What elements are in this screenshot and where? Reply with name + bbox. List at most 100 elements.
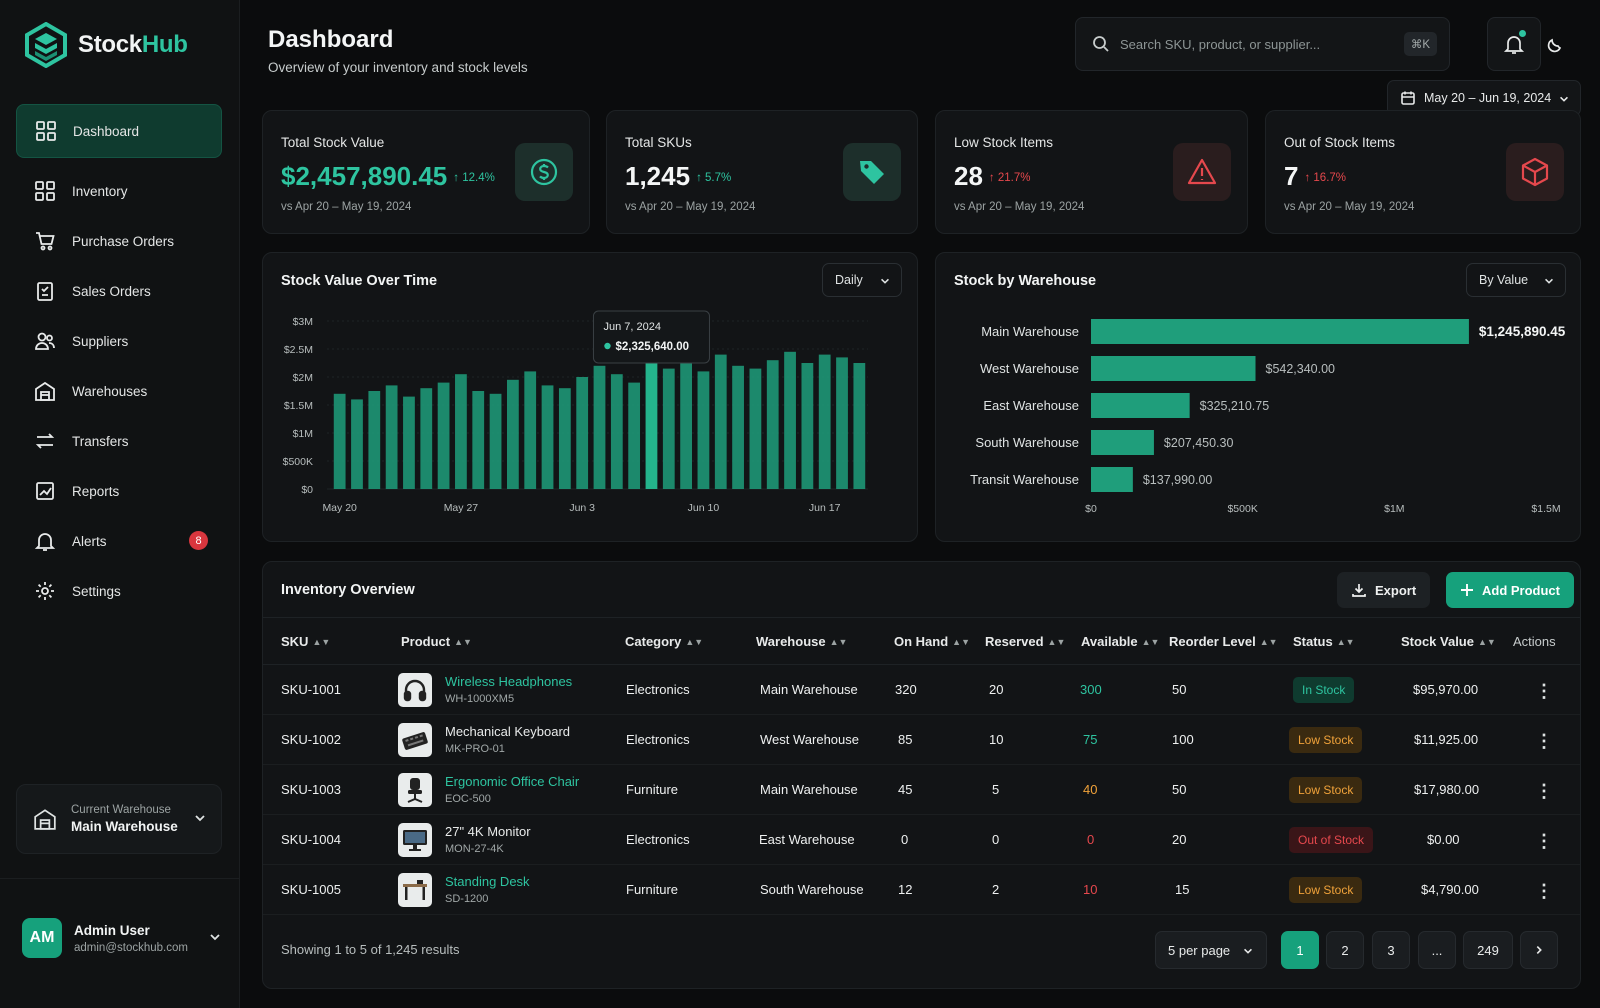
- search-box[interactable]: ⌘K: [1075, 17, 1450, 71]
- user-menu[interactable]: AM Admin User admin@stockhub.com: [22, 918, 222, 958]
- next-page-button[interactable]: [1520, 931, 1558, 969]
- col-reorder-level[interactable]: Reorder Level ▲▼: [1169, 634, 1278, 649]
- bar[interactable]: [1091, 356, 1256, 381]
- row-actions-button[interactable]: ⋮: [1535, 731, 1553, 751]
- product-name-link[interactable]: Standing Desk: [445, 874, 530, 889]
- sidebar-item-alerts[interactable]: Alerts 8: [16, 516, 222, 566]
- sidebar-item-suppliers[interactable]: Suppliers: [16, 316, 222, 366]
- row-actions-button[interactable]: ⋮: [1535, 831, 1553, 851]
- col-on-hand[interactable]: On Hand ▲▼: [894, 634, 970, 649]
- bar[interactable]: [628, 382, 641, 489]
- sidebar-divider: [0, 878, 240, 879]
- col-reserved[interactable]: Reserved ▲▼: [985, 634, 1065, 649]
- cell-category: Electronics: [626, 732, 690, 747]
- bar[interactable]: [576, 377, 589, 489]
- page-title: Dashboard: [268, 26, 394, 53]
- bar[interactable]: [610, 374, 623, 489]
- bar[interactable]: [836, 357, 848, 489]
- period-dropdown[interactable]: Daily: [822, 263, 902, 297]
- sidebar-item-transfers[interactable]: Transfers: [16, 416, 222, 466]
- bar[interactable]: [1091, 319, 1469, 344]
- product-name-link[interactable]: Mechanical Keyboard: [445, 724, 571, 739]
- bar[interactable]: [455, 374, 467, 489]
- sidebar-item-inventory[interactable]: Inventory: [16, 166, 222, 216]
- bar[interactable]: [662, 368, 675, 489]
- per-page-select[interactable]: 5 per page: [1155, 931, 1267, 969]
- bar[interactable]: [1091, 467, 1133, 492]
- product-name-link[interactable]: Ergonomic Office Chair: [445, 774, 580, 789]
- col-stock-value[interactable]: Stock Value ▲▼: [1401, 634, 1496, 649]
- bar[interactable]: [489, 393, 502, 489]
- col-category[interactable]: Category ▲▼: [625, 634, 703, 649]
- row-actions-button[interactable]: ⋮: [1535, 881, 1553, 901]
- bar[interactable]: [1091, 430, 1154, 455]
- logo[interactable]: StockHub: [24, 22, 188, 68]
- product-name-link[interactable]: 27" 4K Monitor: [445, 824, 531, 839]
- bar[interactable]: [368, 391, 381, 489]
- table-row[interactable]: SKU-1004 27" 4K Monitor MON-27-4K Electr…: [263, 815, 1580, 865]
- kpi-low-stock-items: Low Stock Items 28 ↑ 21.7% vs Apr 20 – Ma…: [935, 110, 1248, 234]
- bar[interactable]: [697, 371, 710, 489]
- bar[interactable]: [732, 365, 744, 489]
- page-button-3[interactable]: 3: [1372, 931, 1410, 969]
- col-available[interactable]: Available ▲▼: [1081, 634, 1159, 649]
- export-button[interactable]: Export: [1337, 572, 1431, 608]
- sidebar-item-sales-orders[interactable]: Sales Orders: [16, 266, 222, 316]
- table-row[interactable]: SKU-1001 Wireless Headphones WH-1000XM5 …: [263, 665, 1580, 715]
- page-button-last[interactable]: 249: [1463, 931, 1513, 969]
- search-input[interactable]: [1120, 36, 1390, 52]
- bar[interactable]: [541, 385, 554, 489]
- bar[interactable]: [351, 399, 363, 489]
- cell-sku: SKU-1003: [281, 782, 341, 797]
- col-status[interactable]: Status ▲▼: [1293, 634, 1355, 649]
- sidebar-item-warehouses[interactable]: Warehouses: [16, 366, 222, 416]
- sidebar-item-label: Settings: [72, 583, 121, 599]
- bar[interactable]: [818, 354, 831, 489]
- row-actions-button[interactable]: ⋮: [1535, 781, 1553, 801]
- page-button-2[interactable]: 2: [1326, 931, 1364, 969]
- bar[interactable]: [714, 354, 727, 489]
- bar[interactable]: [403, 396, 415, 489]
- bar[interactable]: [472, 391, 485, 489]
- product-name-link[interactable]: Wireless Headphones: [445, 674, 573, 689]
- bar[interactable]: [1091, 393, 1190, 418]
- bar[interactable]: [784, 351, 796, 489]
- add-product-button[interactable]: Add Product: [1446, 572, 1574, 608]
- sidebar-item-reports[interactable]: Reports: [16, 466, 222, 516]
- bar[interactable]: [680, 363, 693, 489]
- table-row[interactable]: SKU-1005 Standing Desk SD-1200 Furniture…: [263, 865, 1580, 915]
- notifications-button[interactable]: [1487, 17, 1541, 71]
- bar[interactable]: [853, 363, 866, 489]
- col-product[interactable]: Product ▲▼: [401, 634, 472, 649]
- kpi-delta: ↑ 5.7%: [696, 172, 732, 184]
- bar[interactable]: [645, 358, 658, 489]
- app-name-part1: Stock: [78, 31, 142, 58]
- theme-toggle-button[interactable]: [1534, 17, 1574, 71]
- bar[interactable]: [558, 388, 571, 489]
- sidebar-item-purchase-orders[interactable]: Purchase Orders: [16, 216, 222, 266]
- col-sku[interactable]: SKU ▲▼: [281, 634, 330, 649]
- row-actions-button[interactable]: ⋮: [1535, 681, 1553, 701]
- col-label: On Hand: [894, 634, 949, 649]
- metric-dropdown[interactable]: By Value: [1466, 263, 1566, 297]
- page-button-1[interactable]: 1: [1281, 931, 1319, 969]
- col-warehouse[interactable]: Warehouse ▲▼: [756, 634, 847, 649]
- bar[interactable]: [801, 363, 814, 489]
- warehouse-switcher[interactable]: Current Warehouse Main Warehouse: [16, 784, 222, 854]
- sidebar-item-settings[interactable]: Settings: [16, 566, 222, 616]
- table-row[interactable]: SKU-1003 Ergonomic Office Chair EOC-500 …: [263, 765, 1580, 815]
- bar[interactable]: [766, 360, 779, 489]
- bar[interactable]: [524, 371, 537, 489]
- avatar: AM: [22, 918, 62, 958]
- table-row[interactable]: SKU-1002 Mechanical Keyboard MK-PRO-01 E…: [263, 715, 1580, 765]
- bar[interactable]: [593, 365, 606, 489]
- bar[interactable]: [385, 385, 398, 489]
- chevron-down-icon: [210, 934, 220, 941]
- cell-stock-value: $4,790.00: [1421, 882, 1479, 897]
- bar[interactable]: [506, 379, 519, 489]
- bar[interactable]: [437, 382, 450, 489]
- bar[interactable]: [749, 368, 762, 489]
- bar[interactable]: [333, 393, 346, 489]
- bar[interactable]: [420, 388, 433, 489]
- sidebar-item-dashboard[interactable]: Dashboard: [16, 104, 222, 158]
